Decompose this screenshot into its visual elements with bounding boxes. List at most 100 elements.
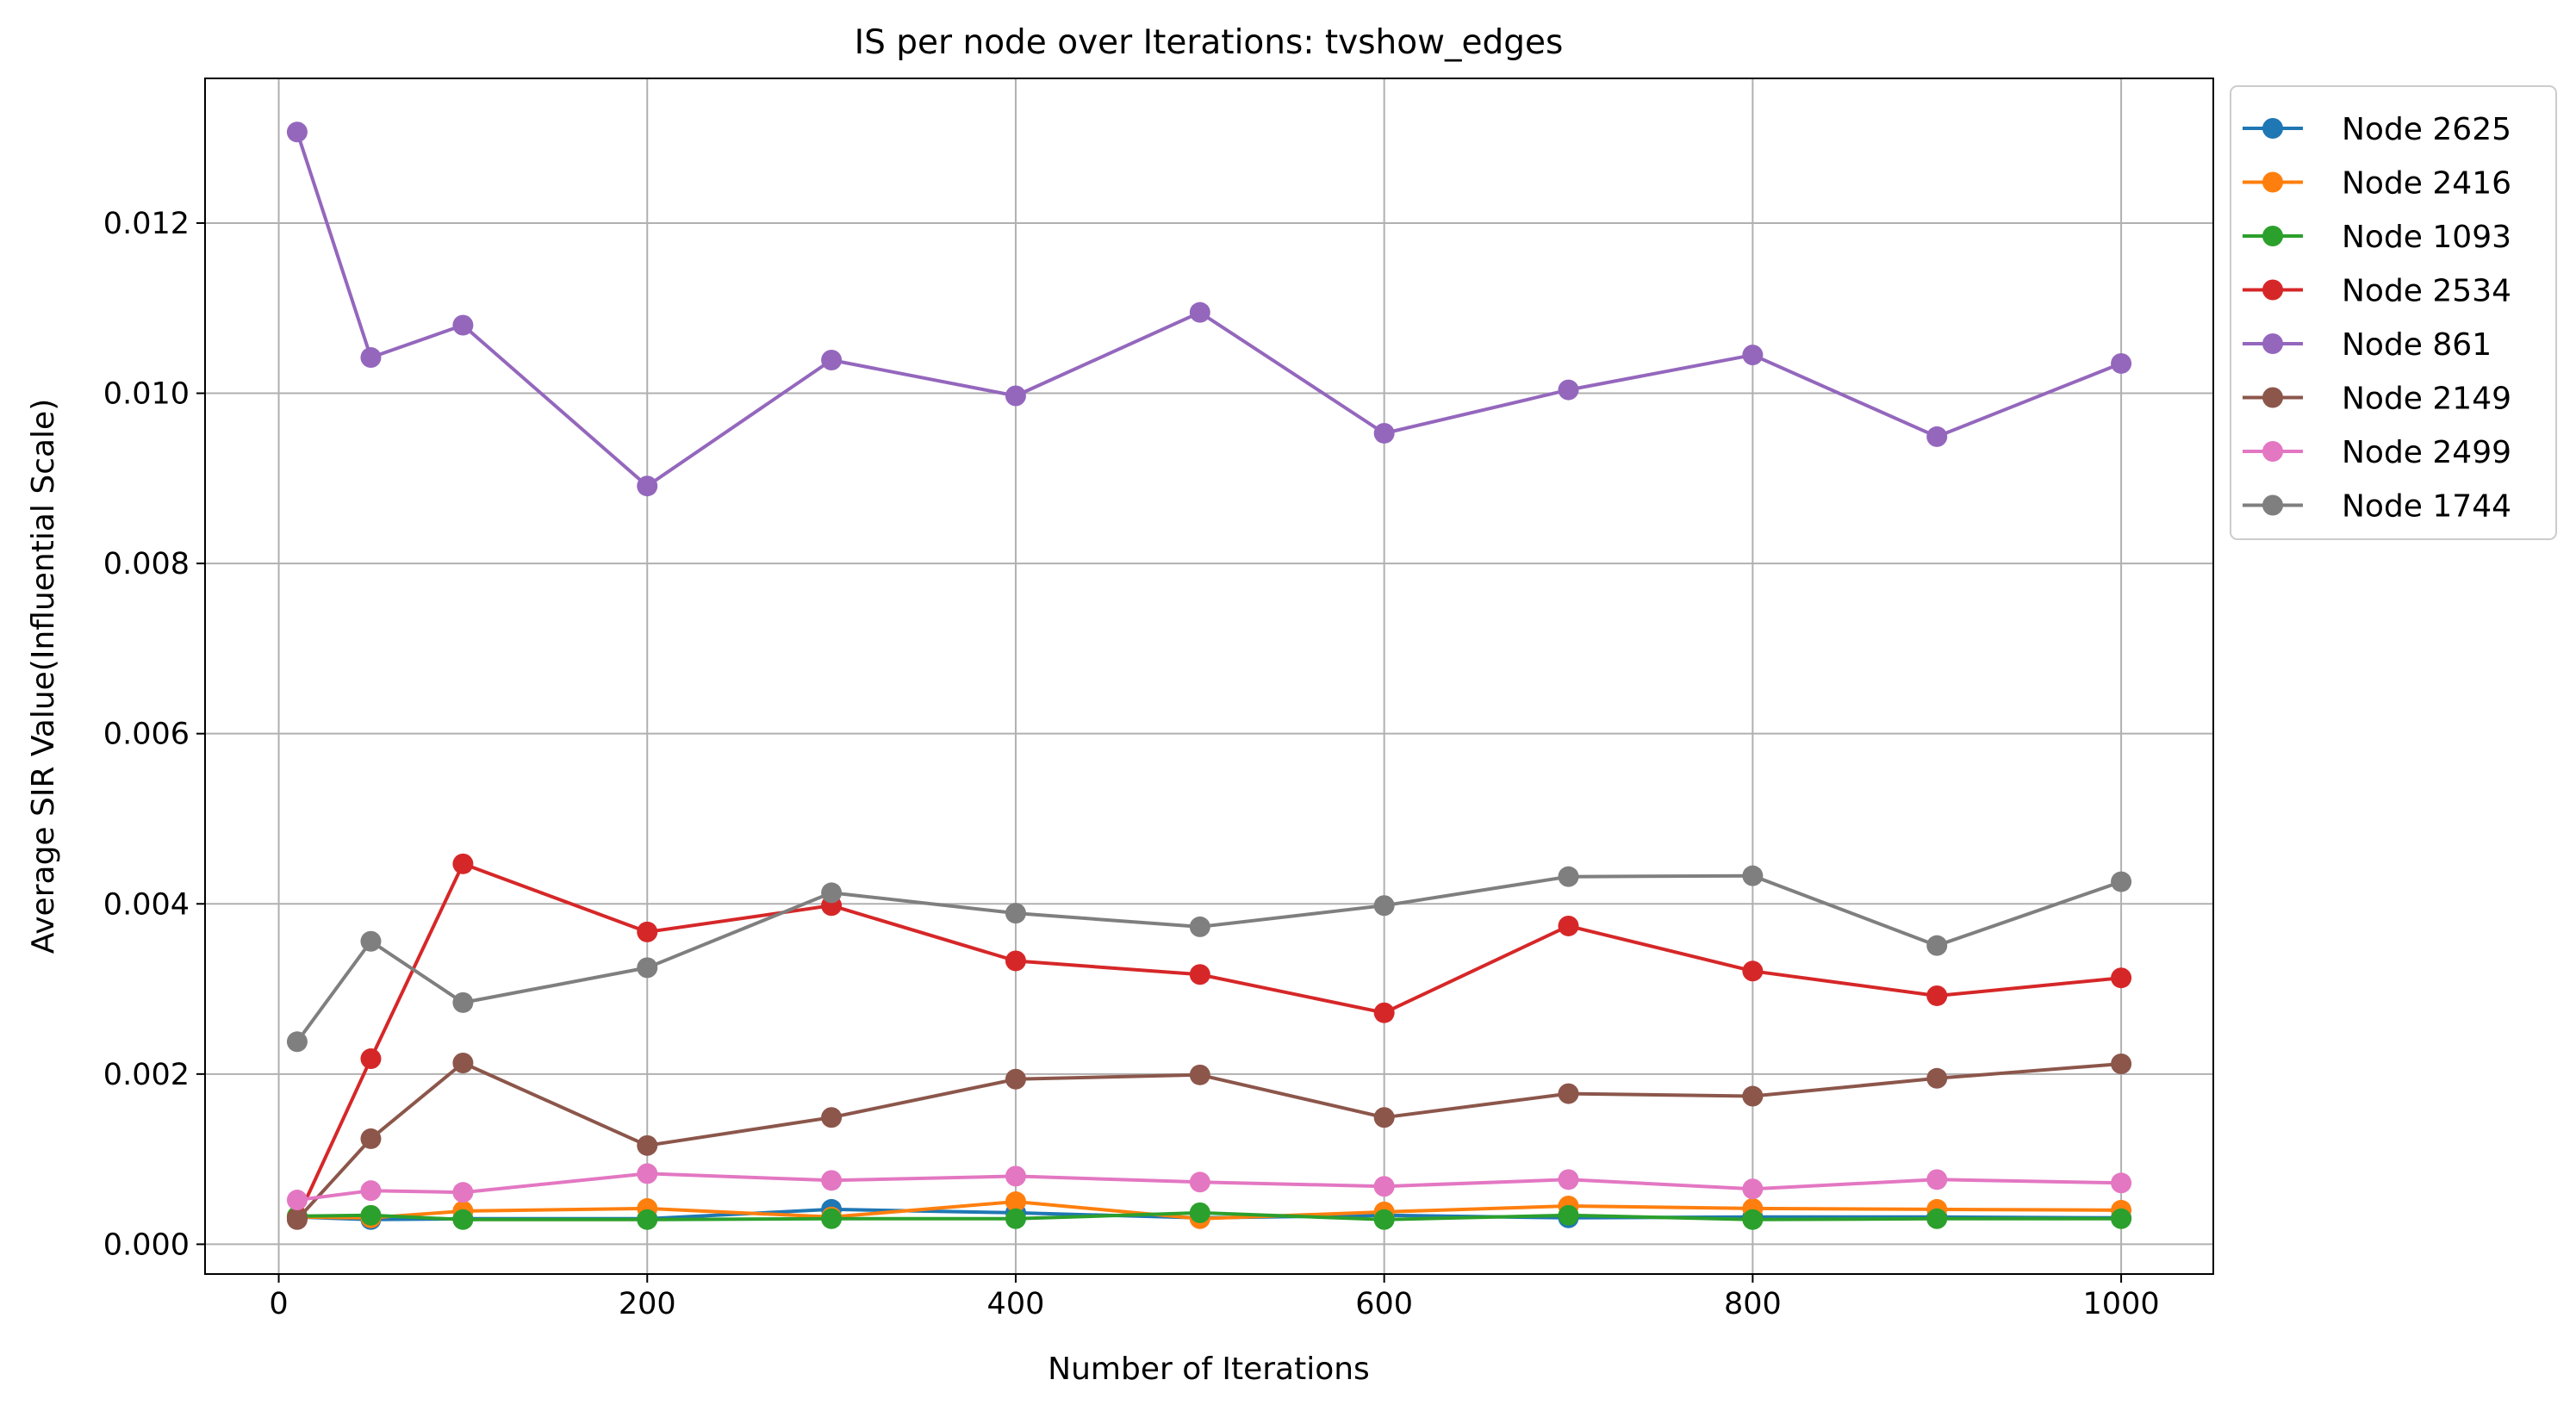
data-point <box>1742 1209 1764 1230</box>
legend-item: Node 2625 <box>2243 112 2511 147</box>
data-point <box>1005 903 1026 924</box>
legend-swatch-marker <box>2262 387 2283 408</box>
data-point <box>360 1180 382 1202</box>
data-point <box>452 1053 474 1074</box>
data-point <box>1742 865 1764 886</box>
series-group <box>286 121 2132 497</box>
data-point <box>2111 1208 2132 1229</box>
data-point <box>2111 1053 2132 1074</box>
data-point <box>1005 1208 1026 1229</box>
series-line <box>296 861 2122 1220</box>
y-tick-label: 0.012 <box>103 207 190 241</box>
data-point <box>1926 1208 1948 1229</box>
series-line <box>296 1210 2122 1221</box>
data-point <box>452 991 474 1013</box>
data-point <box>821 1107 843 1128</box>
data-point <box>637 1209 658 1230</box>
data-point <box>360 930 382 952</box>
data-point <box>286 1031 308 1053</box>
legend-label: Node 2534 <box>2342 274 2511 309</box>
series-line <box>295 131 2122 488</box>
data-point <box>1926 1169 1948 1190</box>
data-point <box>821 882 843 904</box>
legend-swatch-marker <box>2262 171 2283 193</box>
data-point <box>452 1209 474 1230</box>
data-point <box>637 1134 658 1156</box>
x-tick-label: 1000 <box>2083 1287 2160 1321</box>
data-point <box>1558 1169 1579 1190</box>
data-point <box>360 347 382 369</box>
series-line <box>296 1061 2122 1221</box>
legend-swatch-marker <box>2262 279 2283 301</box>
x-tick-label: 200 <box>619 1287 676 1321</box>
data-point <box>1742 345 1764 366</box>
legend-item: Node 2416 <box>2243 166 2511 202</box>
series-group <box>286 1053 2132 1230</box>
legend-swatch-marker <box>2262 226 2283 246</box>
series-line <box>296 873 2122 1043</box>
legend-label: Node 2149 <box>2342 382 2511 417</box>
data-point <box>1558 1204 1579 1226</box>
data-point <box>1926 1067 1948 1089</box>
data-point <box>360 1204 382 1226</box>
data-point <box>821 349 843 370</box>
data-point <box>1373 895 1395 917</box>
data-point <box>1926 985 1948 1006</box>
data-point <box>1005 1191 1026 1213</box>
data-point <box>1005 385 1026 407</box>
data-point <box>1742 1178 1764 1200</box>
data-point <box>452 314 474 336</box>
data-point <box>637 957 658 979</box>
data-point <box>286 1209 308 1230</box>
legend-item: Node 861 <box>2243 327 2492 363</box>
data-point <box>1189 301 1210 323</box>
data-point <box>1558 1083 1579 1104</box>
data-point <box>1742 1085 1764 1107</box>
data-point <box>1558 379 1579 401</box>
data-point <box>637 1163 658 1184</box>
legend-item: Node 1093 <box>2243 220 2511 255</box>
data-point <box>821 1170 843 1191</box>
data-point <box>637 476 658 497</box>
data-point <box>452 853 474 874</box>
data-point <box>1005 950 1026 972</box>
series-lines <box>286 121 2132 1230</box>
data-point <box>286 1190 308 1211</box>
legend-label: Node 2625 <box>2342 112 2511 147</box>
series-group <box>286 1163 2132 1211</box>
data-point <box>1189 1172 1210 1193</box>
x-tick-label: 0 <box>269 1287 288 1321</box>
legend-swatch-marker <box>2262 494 2283 516</box>
legend-item: Node 2534 <box>2243 274 2511 309</box>
series-group <box>286 865 2132 1053</box>
legend-label: Node 1093 <box>2342 220 2511 255</box>
legend-label: Node 2499 <box>2342 435 2511 470</box>
legend-item: Node 1744 <box>2243 489 2511 525</box>
data-point <box>286 121 308 143</box>
data-point <box>1926 935 1948 956</box>
data-point <box>1189 964 1210 985</box>
data-point <box>1558 915 1579 936</box>
data-point <box>821 1208 843 1229</box>
series-line <box>296 1200 2122 1221</box>
legend-label: Node 2416 <box>2342 166 2511 202</box>
legend-item: Node 2149 <box>2243 382 2511 417</box>
plot-frame <box>204 78 2214 1275</box>
legend-item: Node 2499 <box>2243 435 2511 470</box>
data-point <box>1373 422 1395 444</box>
legend-swatch-marker <box>2262 118 2283 139</box>
y-tick-label: 0.006 <box>103 718 190 752</box>
x-tick-label: 800 <box>1724 1287 1782 1321</box>
y-tick-label: 0.010 <box>103 377 190 412</box>
legend-items: Node 2625 Node 2416 Node 1093 Node 2534 Node… <box>2243 112 2511 525</box>
data-point <box>2111 1172 2132 1194</box>
y-tick-label: 0.002 <box>103 1058 190 1092</box>
data-point <box>637 921 658 942</box>
data-point <box>1742 960 1764 982</box>
legend-label: Node 1744 <box>2342 489 2511 525</box>
data-point <box>360 1128 382 1149</box>
legend-swatch-marker <box>2262 441 2283 462</box>
data-point <box>1373 1176 1395 1197</box>
data-point <box>1926 426 1948 447</box>
